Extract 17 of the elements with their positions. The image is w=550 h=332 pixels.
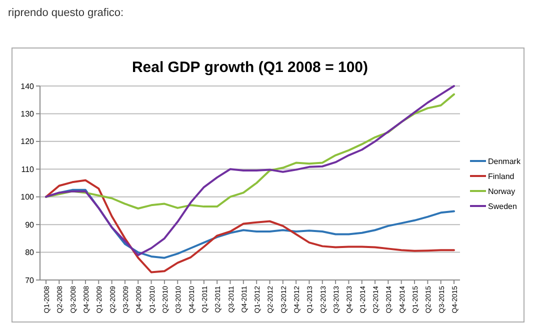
y-tick-label: 80 <box>25 248 35 258</box>
line-series <box>45 93 455 210</box>
y-tick-label: 110 <box>21 164 35 174</box>
y-tick-label: 90 <box>25 220 35 230</box>
chart-title: Real GDP growth (Q1 2008 = 100) <box>132 59 368 76</box>
y-tick-label: 120 <box>20 137 35 146</box>
legend-label: Finland <box>488 172 514 181</box>
y-tick-label: 70 <box>25 276 35 285</box>
y-tick-label: 140 <box>20 82 35 91</box>
y-tick-label: 130 <box>20 110 35 119</box>
line-series <box>45 179 455 274</box>
legend-label: Denmark <box>488 156 522 166</box>
legend-label: Norway <box>488 186 516 196</box>
text: riprendo questo grafico: <box>8 7 124 19</box>
y-tick-label: 100 <box>20 192 35 202</box>
line-series <box>45 85 455 256</box>
legend-label: Sweden <box>488 202 517 211</box>
